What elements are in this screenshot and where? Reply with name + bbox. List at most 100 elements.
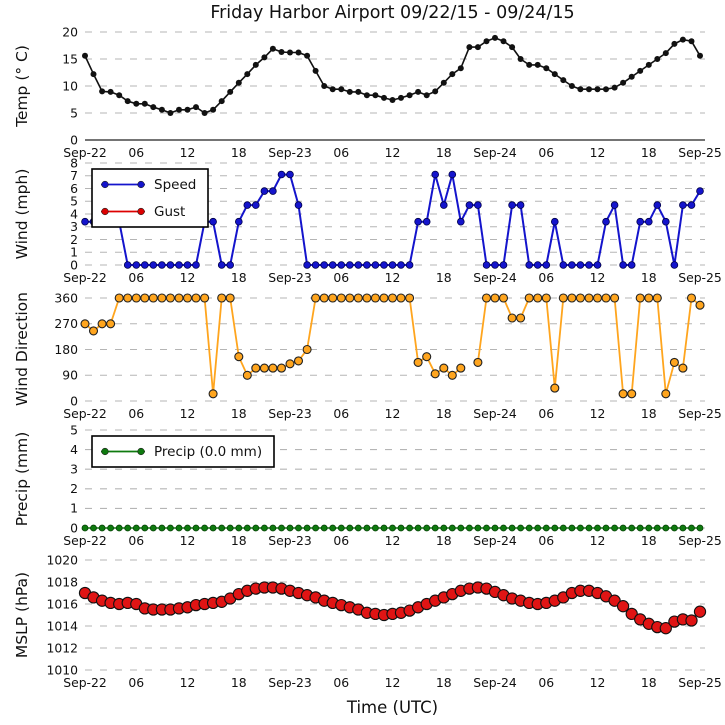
wind-marker bbox=[585, 261, 593, 269]
wind-direction-marker bbox=[106, 319, 116, 329]
y-tick-label: 90 bbox=[62, 368, 78, 383]
precipitation-marker bbox=[611, 524, 618, 532]
temperature-marker bbox=[124, 98, 131, 105]
precipitation-marker bbox=[337, 524, 345, 532]
temperature-marker bbox=[372, 92, 379, 99]
gridlines-wind-direction bbox=[85, 297, 705, 402]
x-tick-label: 12 bbox=[180, 145, 196, 160]
wind-marker bbox=[337, 261, 346, 269]
precipitation-marker bbox=[619, 524, 627, 532]
wind-direction-marker bbox=[413, 357, 423, 367]
x-tick-label: 18 bbox=[641, 675, 657, 690]
mslp-marker bbox=[659, 622, 672, 635]
wind-direction-marker bbox=[550, 383, 560, 393]
wind-direction-marker bbox=[140, 293, 150, 303]
legend-box bbox=[91, 168, 209, 228]
precipitation-marker bbox=[115, 524, 123, 532]
wind-marker bbox=[363, 261, 371, 269]
x-tick-label: Sep-22 bbox=[63, 406, 107, 421]
wind-direction-marker bbox=[276, 363, 287, 373]
x-tick-label: Sep-24 bbox=[473, 406, 517, 421]
precipitation-marker bbox=[158, 524, 166, 532]
y-tick-label: 1014 bbox=[46, 618, 78, 633]
temperature-marker bbox=[534, 61, 541, 68]
wind-direction-marker bbox=[652, 293, 662, 303]
wind-marker bbox=[345, 261, 354, 269]
wind-direction-marker bbox=[678, 363, 688, 373]
temperature-marker bbox=[244, 71, 251, 78]
wind-marker bbox=[508, 201, 516, 209]
wind-direction-marker bbox=[473, 357, 483, 367]
precipitation-marker bbox=[243, 524, 251, 532]
wind-direction-marker bbox=[157, 293, 167, 303]
wind-direction-marker bbox=[345, 293, 355, 303]
precipitation-marker bbox=[534, 524, 542, 532]
precipitation-marker bbox=[354, 524, 362, 532]
temperature-marker bbox=[620, 79, 627, 86]
x-tick-label: 12 bbox=[590, 675, 606, 690]
wind-direction-marker bbox=[439, 363, 449, 373]
wind-marker bbox=[439, 201, 448, 209]
x-tick-label: 12 bbox=[180, 406, 196, 421]
temperature-marker bbox=[423, 92, 430, 99]
y-tick-label: 1018 bbox=[46, 574, 78, 589]
y-tick-label: 4 bbox=[70, 206, 78, 221]
wind-marker bbox=[243, 201, 252, 209]
temperature-marker bbox=[560, 77, 567, 84]
precipitation-marker bbox=[389, 524, 396, 532]
temperature-marker bbox=[688, 38, 695, 45]
wind-direction-marker bbox=[268, 363, 278, 373]
legend-entry-label: Speed bbox=[154, 177, 196, 193]
temperature-marker bbox=[184, 106, 191, 113]
precipitation-marker bbox=[551, 524, 559, 532]
mslp-marker bbox=[693, 605, 707, 618]
x-tick-label: 06 bbox=[538, 406, 554, 421]
precipitation-marker bbox=[628, 524, 636, 532]
precipitation-marker bbox=[559, 524, 567, 532]
temperature-marker bbox=[116, 92, 123, 99]
wind-marker bbox=[456, 217, 465, 226]
x-tick-label: Sep-22 bbox=[63, 145, 107, 160]
temperature-marker bbox=[577, 86, 584, 93]
wind-marker bbox=[380, 261, 388, 269]
x-tick-label: Sep-24 bbox=[473, 533, 517, 548]
precipitation-marker bbox=[517, 524, 524, 532]
x-tick-label: 12 bbox=[180, 533, 196, 548]
x-tick-label: 18 bbox=[231, 533, 247, 548]
temperature-marker bbox=[269, 45, 276, 52]
temperature-marker bbox=[389, 97, 396, 103]
wind-marker bbox=[405, 261, 414, 269]
precipitation-marker bbox=[295, 524, 302, 532]
x-tick-label: Sep-25 bbox=[678, 406, 722, 421]
y-tick-label: 0 bbox=[70, 257, 78, 272]
precipitation-marker bbox=[577, 524, 584, 532]
x-tick-label: 06 bbox=[538, 533, 554, 548]
temperature-marker bbox=[304, 52, 311, 59]
wind-marker bbox=[209, 217, 217, 226]
temperature-marker bbox=[662, 50, 669, 57]
x-tick-label: 12 bbox=[385, 533, 401, 548]
legend-marker-sample bbox=[101, 207, 109, 216]
precipitation-marker bbox=[260, 524, 268, 532]
temperature-marker bbox=[637, 67, 644, 74]
wind-direction-marker bbox=[123, 293, 133, 303]
temperature-marker bbox=[517, 56, 524, 62]
precipitation-marker bbox=[98, 524, 106, 532]
wind-direction-marker bbox=[259, 363, 269, 373]
x-tick-label: 12 bbox=[590, 270, 606, 285]
wind-direction-marker bbox=[558, 293, 568, 303]
temperature-marker bbox=[679, 36, 686, 43]
wind-marker bbox=[533, 261, 542, 269]
wind-direction-marker bbox=[447, 370, 457, 380]
wind-direction-marker bbox=[498, 293, 509, 303]
legend-marker-sample bbox=[101, 447, 109, 456]
mslp-marker bbox=[608, 594, 621, 607]
y-tick-label: 1020 bbox=[46, 552, 78, 567]
temperature-marker bbox=[432, 88, 439, 95]
temperature-marker bbox=[133, 100, 140, 107]
wind-direction-marker bbox=[610, 293, 620, 303]
x-tick-label: 18 bbox=[231, 145, 247, 160]
y-tick-label: 1010 bbox=[46, 662, 78, 677]
x-tick-label: 06 bbox=[538, 675, 554, 690]
